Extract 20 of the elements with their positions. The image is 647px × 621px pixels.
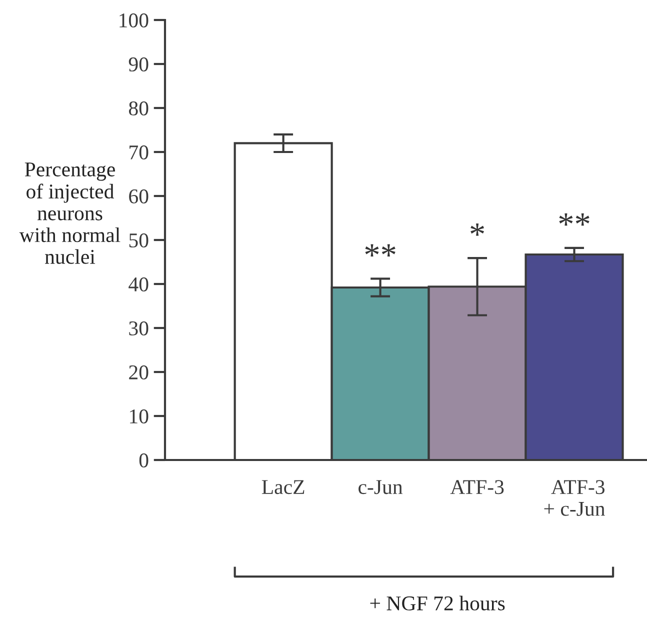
y-tick-label: 30 (129, 321, 148, 336)
x-tick-label: c-Jun (358, 480, 403, 494)
x-tick-label: ATF-3 + c-Jun (544, 480, 605, 516)
y-tick-label: 70 (130, 145, 148, 160)
y-tick-label: 10 (130, 409, 148, 424)
y-tick-label: 20 (129, 365, 148, 380)
y-tick-label: 90 (128, 57, 148, 72)
annotation: * (470, 224, 484, 236)
annotation: ** (559, 213, 590, 226)
annotation: ** (365, 244, 396, 256)
y-tick-label: 60 (129, 189, 148, 204)
y-tick-label: 100 (120, 13, 148, 28)
text: + NGF 72 hours (370, 596, 505, 610)
y-axis-title: Percentage of injected neurons with normal nuclei (19, 162, 120, 264)
y-tick-label: 80 (128, 101, 148, 116)
x-tick-label: LacZ (262, 480, 304, 494)
y-tick-label: 40 (128, 277, 148, 292)
y-tick-label: 0 (139, 453, 148, 468)
x-tick-label: ATF-3 (450, 480, 504, 494)
y-tick-label: 50 (129, 233, 148, 248)
